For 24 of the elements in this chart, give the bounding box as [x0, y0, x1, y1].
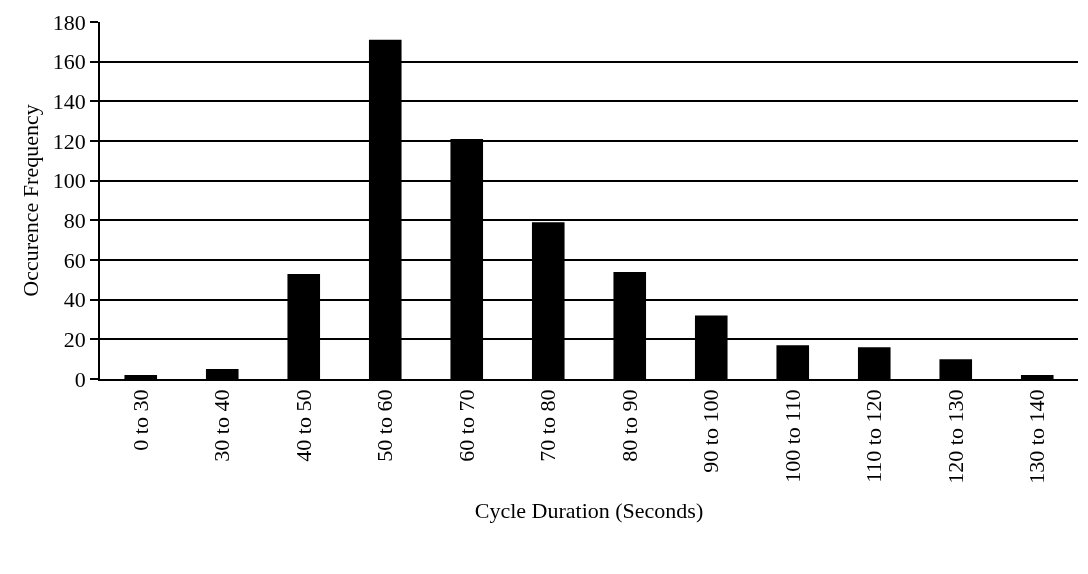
- y-tick-label: 0: [74, 366, 86, 392]
- x-tick-label: 60 to 70: [453, 389, 479, 462]
- y-tick-label: 20: [63, 327, 86, 353]
- y-tick-label: 160: [52, 49, 86, 75]
- y-tick-label: 60: [63, 247, 86, 273]
- y-axis-title: Occurence Frequency: [18, 104, 44, 297]
- y-tick-label: 80: [63, 208, 86, 234]
- y-tick-label: 120: [52, 128, 86, 154]
- y-tick-label: 100: [52, 168, 86, 194]
- x-tick-label: 110 to 120: [861, 389, 887, 483]
- x-tick-label: 50 to 60: [372, 389, 398, 462]
- x-axis-title: Cycle Duration (Seconds): [474, 498, 704, 524]
- y-tick-label: 180: [52, 9, 86, 35]
- x-tick-label: 0 to 30: [127, 389, 153, 451]
- x-tick-label: 100 to 110: [779, 389, 805, 483]
- x-tick-label: 40 to 50: [290, 389, 316, 462]
- x-tick-label: 30 to 40: [209, 389, 235, 462]
- y-tick-label: 140: [52, 89, 86, 115]
- x-tick-label: 120 to 130: [942, 389, 968, 484]
- x-tick-label: 130 to 140: [1024, 389, 1050, 484]
- x-tick-label: 70 to 80: [535, 389, 561, 462]
- x-tick-label: 90 to 100: [698, 389, 724, 473]
- x-tick-label: 80 to 90: [616, 389, 642, 462]
- y-tick-label: 40: [63, 287, 86, 313]
